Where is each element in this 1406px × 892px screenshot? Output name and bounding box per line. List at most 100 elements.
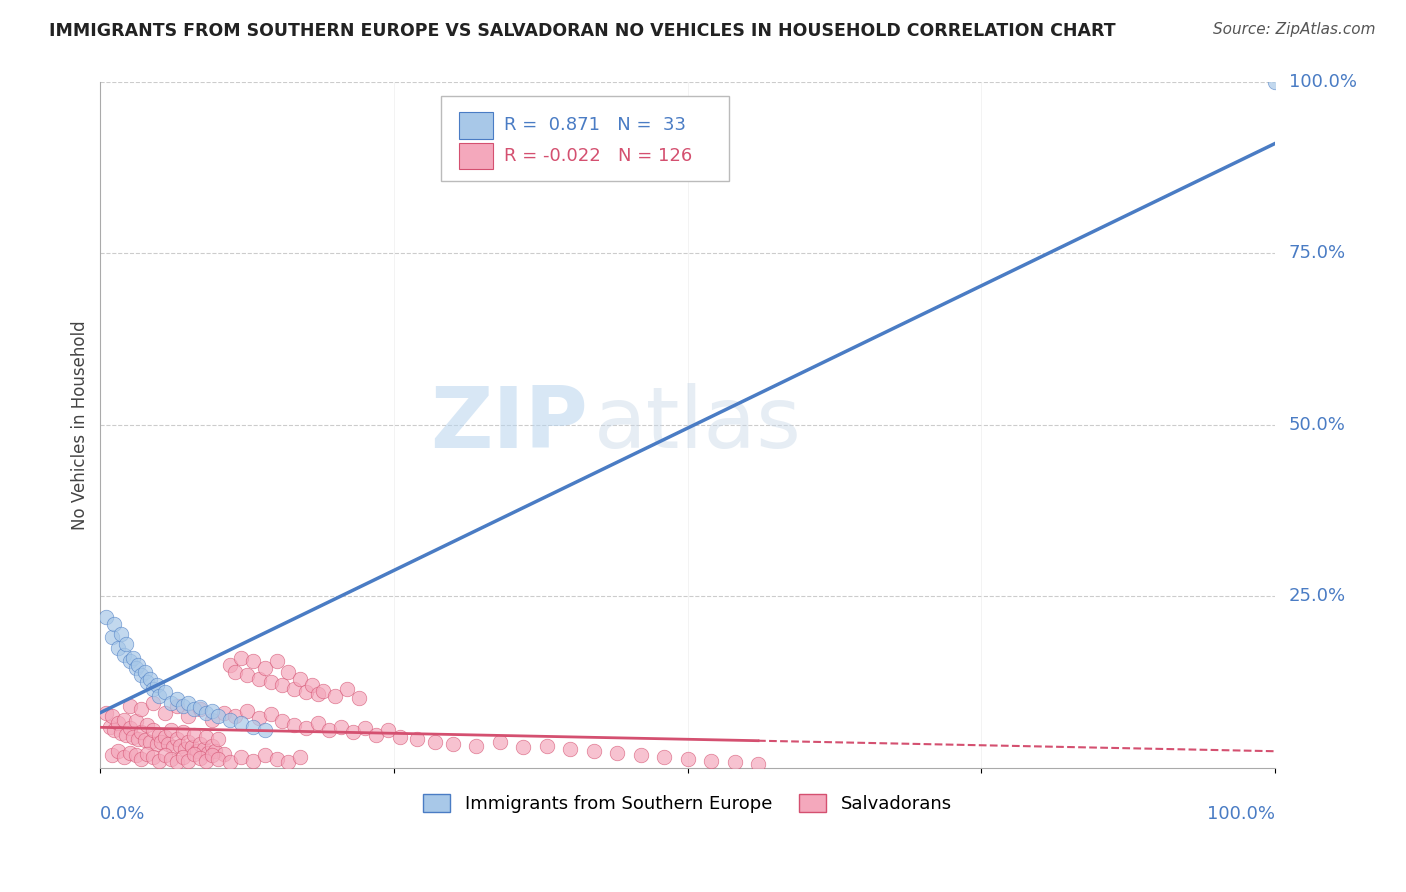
Point — [283, 718, 305, 732]
Point — [277, 665, 299, 679]
Point — [131, 668, 153, 682]
Point — [266, 752, 288, 766]
Point — [138, 734, 160, 748]
Point — [124, 748, 146, 763]
Point — [212, 706, 235, 720]
Point — [181, 740, 204, 755]
Point — [96, 706, 118, 720]
Point — [166, 698, 188, 713]
Point — [218, 756, 240, 770]
Point — [142, 723, 165, 737]
Point — [115, 728, 138, 742]
Point — [112, 648, 135, 662]
Point — [318, 723, 340, 737]
Point — [630, 748, 652, 763]
Point — [441, 737, 464, 751]
Point — [312, 684, 335, 698]
Point — [188, 737, 211, 751]
Point — [231, 651, 253, 665]
Point — [110, 726, 132, 740]
Point — [295, 721, 318, 735]
Point — [259, 707, 281, 722]
Point — [103, 616, 125, 631]
Point — [253, 723, 276, 737]
Point — [188, 751, 211, 765]
Point — [118, 654, 141, 668]
Point — [236, 668, 259, 682]
Point — [127, 657, 149, 672]
Point — [136, 747, 159, 761]
Point — [271, 714, 294, 728]
Point — [582, 743, 605, 757]
Point — [204, 743, 226, 757]
Point — [366, 728, 388, 742]
Text: 75.0%: 75.0% — [1289, 244, 1346, 262]
Point — [236, 705, 259, 719]
Point — [159, 696, 181, 710]
Text: 0.0%: 0.0% — [100, 805, 146, 823]
Point — [606, 746, 628, 760]
Point — [224, 665, 246, 679]
Point — [118, 746, 141, 760]
Text: ZIP: ZIP — [430, 384, 588, 467]
FancyBboxPatch shape — [458, 143, 492, 169]
Text: atlas: atlas — [593, 384, 801, 467]
Point — [188, 700, 211, 714]
Point — [465, 739, 488, 753]
Point — [134, 665, 156, 679]
Point — [336, 681, 359, 696]
Point — [1264, 75, 1286, 89]
Point — [101, 709, 124, 723]
Point — [174, 741, 197, 756]
Point — [124, 661, 146, 675]
Point — [96, 610, 118, 624]
Text: 50.0%: 50.0% — [1289, 416, 1346, 434]
Point — [159, 723, 181, 737]
Point — [253, 748, 276, 763]
Point — [295, 685, 318, 699]
Point — [307, 716, 329, 731]
Point — [183, 702, 205, 716]
Point — [118, 721, 141, 735]
Point — [253, 661, 276, 675]
Point — [153, 748, 176, 763]
Point — [183, 728, 205, 742]
Point — [406, 731, 429, 746]
Point — [342, 725, 364, 739]
Point — [122, 730, 145, 744]
Point — [157, 737, 180, 751]
Point — [177, 709, 200, 723]
Point — [323, 689, 346, 703]
Point — [197, 746, 219, 760]
Point — [207, 709, 229, 723]
Point — [134, 733, 156, 747]
Point — [247, 711, 270, 725]
Y-axis label: No Vehicles in Household: No Vehicles in Household — [72, 320, 89, 530]
Point — [195, 730, 218, 744]
Point — [283, 681, 305, 696]
Point — [207, 731, 229, 746]
Point — [723, 756, 745, 770]
Text: 100.0%: 100.0% — [1206, 805, 1275, 823]
Text: R =  0.871   N =  33: R = 0.871 N = 33 — [505, 116, 686, 134]
Point — [172, 725, 194, 739]
Point — [153, 730, 176, 744]
Point — [131, 725, 153, 739]
Point — [107, 743, 129, 757]
Point — [166, 731, 188, 746]
Point — [218, 657, 240, 672]
Point — [288, 750, 311, 764]
Text: 25.0%: 25.0% — [1289, 587, 1346, 606]
Point — [193, 741, 215, 756]
Point — [488, 734, 510, 748]
Point — [145, 737, 167, 751]
Point — [107, 640, 129, 655]
Point — [148, 754, 170, 768]
Text: Source: ZipAtlas.com: Source: ZipAtlas.com — [1212, 22, 1375, 37]
Point — [242, 754, 264, 768]
Point — [172, 750, 194, 764]
Point — [201, 713, 224, 727]
Point — [162, 740, 184, 755]
Point — [212, 747, 235, 761]
Point — [115, 637, 138, 651]
